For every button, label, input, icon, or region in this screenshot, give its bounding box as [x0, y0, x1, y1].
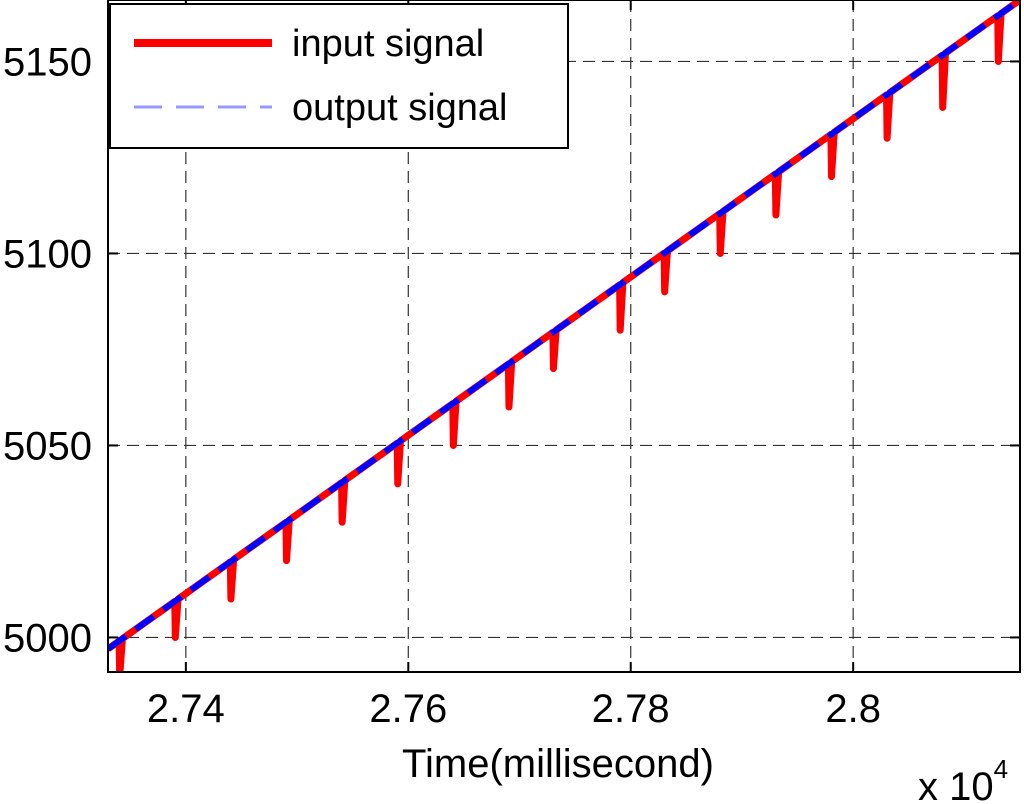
- x-axis-multiplier: x 104: [918, 754, 1008, 804]
- grid: [108, 0, 1020, 672]
- ticks: 2.74 2.76 2.78 2.8 5000 5050 5100 5150: [3, 0, 1020, 731]
- x-tick-label: 2.74: [147, 687, 225, 731]
- x-tick-label: 2.78: [592, 687, 670, 731]
- series-output-signal: [108, 0, 1020, 652]
- y-tick-label: 5050: [3, 424, 92, 468]
- legend-label-output: output signal: [292, 87, 508, 129]
- legend-box: [109, 3, 569, 149]
- legend: input signal output signal: [109, 3, 569, 149]
- y-tick-label: 5150: [3, 40, 92, 84]
- y-tick-label: 5100: [3, 232, 92, 276]
- series-input-signal: [108, 0, 1020, 672]
- y-tick-label: 5000: [3, 616, 92, 660]
- legend-label-input: input signal: [292, 23, 484, 65]
- series-group: [108, 0, 1020, 672]
- x-tick-label: 2.8: [825, 687, 881, 731]
- series-layer: [108, 0, 1020, 672]
- x-tick-label: 2.76: [369, 687, 447, 731]
- plot-frame: [107, 0, 1021, 673]
- x-axis-label: Time(millisecond): [402, 742, 714, 786]
